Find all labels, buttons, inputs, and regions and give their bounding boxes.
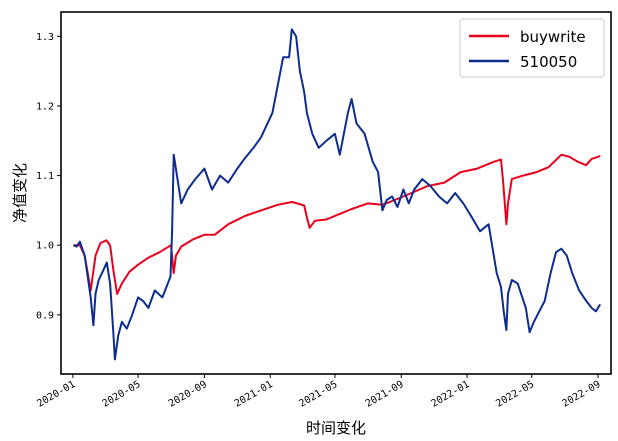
series-line-510050 bbox=[72, 28, 602, 361]
y-tick-label: 1.2 bbox=[36, 101, 54, 112]
series-line-buywrite bbox=[73, 153, 601, 295]
y-tick-label: 0.9 bbox=[36, 310, 54, 321]
y-tick-label: 1.0 bbox=[36, 241, 54, 252]
y-tick-label: 1.3 bbox=[36, 32, 54, 43]
y-tick-label: 1.1 bbox=[36, 171, 54, 182]
legend-label-buywrite: buywrite bbox=[520, 28, 586, 46]
legend-box bbox=[459, 18, 605, 78]
y-axis-title: 净值变化 bbox=[11, 163, 29, 223]
series-layer bbox=[72, 28, 602, 361]
plot-frame bbox=[60, 11, 612, 375]
x-axis-title: 时间变化 bbox=[306, 419, 366, 437]
legend: buywrite 510050 bbox=[459, 18, 605, 78]
legend-label-510050: 510050 bbox=[520, 53, 577, 71]
